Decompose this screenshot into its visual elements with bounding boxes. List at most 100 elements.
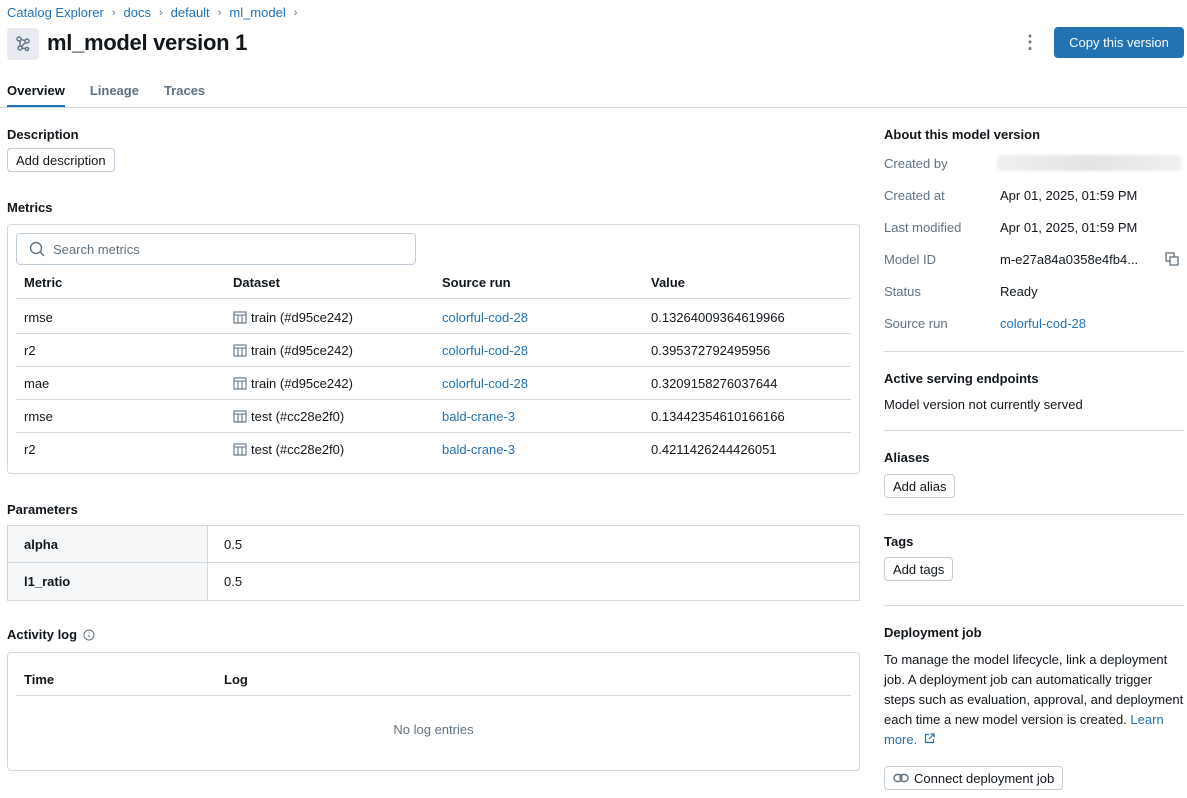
breadcrumb-default[interactable]: default: [170, 5, 210, 20]
breadcrumb-docs[interactable]: docs: [123, 5, 151, 20]
dataset-cell: test (#cc28e2f0): [233, 442, 344, 457]
last-modified-value: Apr 01, 2025, 01:59 PM: [1000, 220, 1138, 235]
column-header-dataset: Dataset: [233, 275, 280, 290]
serving-status: Model version not currently served: [884, 397, 1083, 412]
metrics-card: [7, 224, 860, 474]
connect-deployment-job-label: Connect deployment job: [914, 770, 1055, 786]
column-header-time: Time: [24, 672, 55, 687]
metric-name: r2: [24, 343, 36, 358]
deployment-description: To manage the model lifecycle, link a de…: [884, 650, 1186, 750]
source-run-link[interactable]: colorful-cod-28: [442, 310, 528, 325]
source-run-link[interactable]: colorful-cod-28: [1000, 316, 1086, 331]
created-at-label: Created at: [884, 188, 945, 203]
created-at-value: Apr 01, 2025, 01:59 PM: [1000, 188, 1138, 203]
source-run-link[interactable]: bald-crane-3: [442, 442, 515, 457]
parameters-table: alpha 0.5 l1_ratio 0.5: [7, 525, 860, 601]
dataset-cell: train (#d95ce242): [233, 343, 353, 358]
column-header-log: Log: [224, 672, 248, 687]
chevron-right-icon: ›: [158, 6, 163, 19]
connect-deployment-job-button[interactable]: Connect deployment job: [884, 766, 1064, 790]
divider: [884, 514, 1184, 515]
tab-lineage[interactable]: Lineage: [89, 83, 139, 98]
param-value: 0.5: [224, 574, 243, 589]
metric-value: 0.4211426244426051: [651, 442, 777, 457]
chevron-right-icon: ›: [293, 6, 298, 19]
about-heading: About this model version: [884, 127, 1041, 142]
table-row: rmse train (#d95ce242) colorful-cod-28 0…: [16, 301, 851, 334]
search-metrics-input[interactable]: Search metrics: [16, 233, 416, 265]
table-row: alpha 0.5: [8, 526, 859, 563]
search-placeholder: Search metrics: [53, 241, 140, 257]
status-label: Status: [884, 284, 921, 299]
aliases-heading: Aliases: [884, 450, 930, 465]
copy-icon[interactable]: [1165, 252, 1179, 266]
table-icon: [233, 377, 247, 390]
divider: [0, 107, 1187, 108]
dataset-name: train (#d95ce242): [251, 343, 353, 358]
activity-log-header-row: Time Log: [16, 662, 851, 696]
table-row: rmse test (#cc28e2f0) bald-crane-3 0.134…: [16, 400, 851, 433]
column-header-source-run: Source run: [442, 275, 511, 290]
param-key: alpha: [8, 526, 208, 562]
search-icon: [29, 241, 45, 257]
link-icon: [893, 773, 909, 783]
activity-log-title: Activity log: [7, 627, 95, 642]
table-row: r2 test (#cc28e2f0) bald-crane-3 0.42114…: [16, 433, 851, 466]
column-header-metric: Metric: [24, 275, 63, 290]
page-title: ml_model version 1: [47, 30, 248, 55]
param-key: l1_ratio: [8, 563, 208, 600]
dataset-name: test (#cc28e2f0): [251, 409, 345, 424]
dataset-cell: train (#d95ce242): [233, 376, 353, 391]
learn-more-link[interactable]: Learn more.: [884, 712, 1164, 747]
add-alias-button[interactable]: Add alias: [884, 474, 956, 498]
deployment-text: To manage the model lifecycle, link a de…: [884, 652, 1184, 727]
dataset-name: train (#d95ce242): [251, 376, 353, 391]
table-icon: [233, 344, 247, 357]
tab-traces[interactable]: Traces: [163, 83, 206, 98]
model-id-label: Model ID: [884, 252, 937, 267]
created-by-label: Created by: [884, 156, 948, 171]
metric-value: 0.13264009364619966: [651, 310, 785, 325]
status-value: Ready: [1000, 284, 1038, 299]
chevron-right-icon: ›: [111, 6, 116, 19]
empty-state: No log entries: [393, 722, 474, 737]
metric-name: mae: [24, 376, 50, 391]
source-run-link[interactable]: colorful-cod-28: [442, 376, 528, 391]
table-icon: [233, 443, 247, 456]
param-value: 0.5: [224, 536, 243, 552]
breadcrumb-catalog-explorer[interactable]: Catalog Explorer: [7, 5, 104, 20]
column-header-value: Value: [651, 275, 685, 290]
copy-version-button[interactable]: Copy this version: [1054, 27, 1184, 58]
metric-name: r2: [24, 442, 36, 457]
divider: [884, 351, 1184, 352]
metric-value: 0.395372792495956: [651, 343, 771, 358]
dataset-name: train (#d95ce242): [251, 310, 353, 325]
divider: [884, 605, 1184, 606]
chevron-right-icon: ›: [217, 6, 222, 19]
tab-overview[interactable]: Overview: [7, 83, 65, 108]
serving-heading: Active serving endpoints: [884, 371, 1039, 386]
table-row: r2 train (#d95ce242) colorful-cod-28 0.3…: [16, 334, 851, 367]
table-row: l1_ratio 0.5: [8, 563, 859, 600]
external-link-icon[interactable]: [924, 733, 935, 744]
info-icon[interactable]: [83, 629, 95, 641]
tab-bar: Overview Lineage Traces: [7, 83, 205, 108]
model-id-value: m-e27a84a0358e4fb4...: [1000, 252, 1139, 267]
metrics-header-row: Metric Dataset Source run Value: [16, 266, 851, 299]
last-modified-label: Last modified: [884, 220, 962, 235]
source-run-link[interactable]: bald-crane-3: [442, 409, 515, 424]
add-description-button[interactable]: Add description: [7, 148, 115, 172]
table-row: mae train (#d95ce242) colorful-cod-28 0.…: [16, 367, 851, 400]
add-tags-button[interactable]: Add tags: [884, 557, 954, 581]
metric-name: rmse: [24, 310, 53, 325]
dataset-name: test (#cc28e2f0): [251, 442, 345, 457]
description-heading: Description: [7, 127, 79, 142]
metric-value: 0.3209158276037644: [651, 376, 778, 391]
source-run-link[interactable]: colorful-cod-28: [442, 343, 528, 358]
deployment-heading: Deployment job: [884, 625, 982, 640]
dataset-cell: train (#d95ce242): [233, 310, 353, 325]
kebab-icon[interactable]: ⋮: [1021, 31, 1039, 52]
metric-name: rmse: [24, 409, 53, 424]
breadcrumb-ml-model[interactable]: ml_model: [229, 5, 286, 20]
table-icon: [233, 311, 247, 324]
